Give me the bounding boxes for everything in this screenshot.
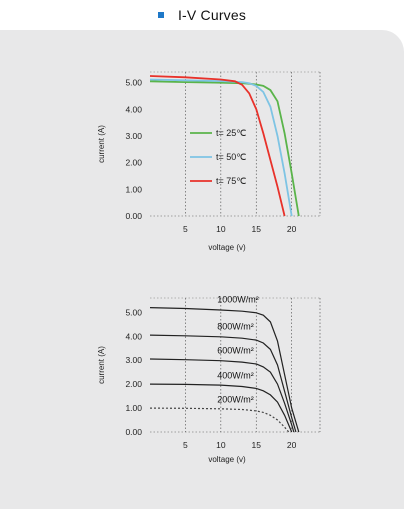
y-tick-label: 0.00 xyxy=(125,427,142,437)
y-tick-label: 1.00 xyxy=(125,184,142,194)
series-line xyxy=(149,78,293,217)
y-tick-label: 5.00 xyxy=(125,78,142,88)
series-line xyxy=(149,383,293,433)
irradiance-label: 400W/m² xyxy=(217,370,254,380)
x-axis-label: voltage (v) xyxy=(208,455,246,464)
x-tick-label: 20 xyxy=(287,440,297,450)
irradiance-label: 200W/m² xyxy=(217,394,254,404)
irradiance-label: 600W/m² xyxy=(217,346,254,356)
x-tick-label: 10 xyxy=(216,224,226,234)
legend-label: t= 75℃ xyxy=(216,176,246,186)
y-tick-label: 4.00 xyxy=(125,104,142,114)
page-title: I-V Curves xyxy=(177,7,247,23)
chart-panel xyxy=(0,30,404,509)
series-line xyxy=(149,334,297,433)
y-axis-label: current (A) xyxy=(97,346,106,384)
x-axis-label: voltage (v) xyxy=(208,243,246,252)
y-tick-label: 1.00 xyxy=(125,403,142,413)
y-axis-label: current (A) xyxy=(97,125,106,163)
legend-label: t= 50℃ xyxy=(216,152,246,162)
y-tick-label: 2.00 xyxy=(125,379,142,389)
x-tick-label: 15 xyxy=(252,440,262,450)
x-tick-label: 5 xyxy=(183,440,188,450)
x-tick-label: 10 xyxy=(216,440,226,450)
y-tick-label: 0.00 xyxy=(125,211,142,221)
series-line xyxy=(149,307,300,433)
x-tick-label: 20 xyxy=(287,224,297,234)
x-tick-label: 5 xyxy=(183,224,188,234)
y-tick-label: 4.00 xyxy=(125,331,142,341)
y-tick-label: 3.00 xyxy=(125,131,142,141)
x-tick-label: 15 xyxy=(252,224,262,234)
header: I-V Curves xyxy=(0,0,404,30)
irradiance-label: 800W/m² xyxy=(217,322,254,332)
series-line xyxy=(149,407,290,433)
series-line xyxy=(149,80,300,217)
irradiance-label: 1000W/m² xyxy=(217,294,259,304)
series-line xyxy=(149,358,295,433)
y-tick-label: 3.00 xyxy=(125,355,142,365)
series-line xyxy=(149,75,286,217)
y-tick-label: 2.00 xyxy=(125,158,142,168)
y-tick-label: 5.00 xyxy=(125,307,142,317)
bullet-square-icon xyxy=(157,12,164,18)
legend-label: t= 25℃ xyxy=(216,128,246,138)
